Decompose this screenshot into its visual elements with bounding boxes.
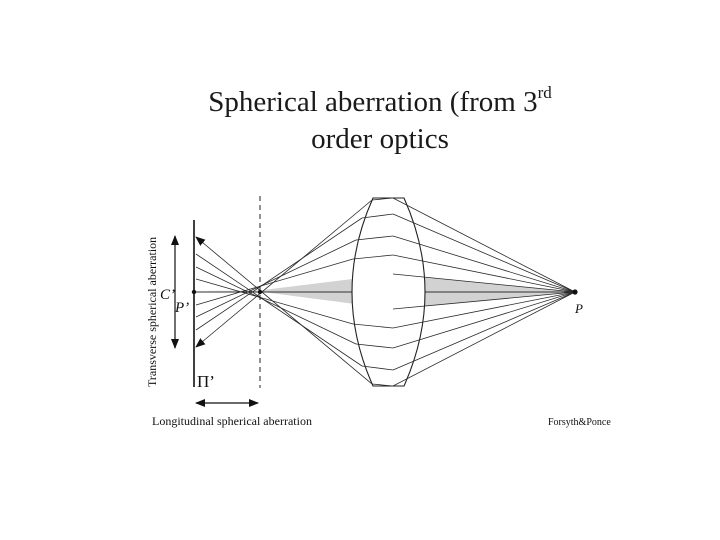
slide-title: Spherical aberration (from 3rd order opt… <box>160 84 600 158</box>
transverse-aberration-label: Transverse spherical aberration <box>145 237 159 387</box>
image-point-c <box>191 289 197 295</box>
object-point-p <box>572 289 578 295</box>
longitudinal-aberration-label: Longitudinal spherical aberration <box>152 414 312 428</box>
refracted-rays-inside-lens <box>352 197 394 387</box>
title-line-2: order optics <box>311 123 449 155</box>
lens <box>351 197 426 387</box>
credit-label: Forsyth&Ponce <box>548 417 611 428</box>
point-p-label: P <box>574 301 583 316</box>
paraxial-image-point <box>257 289 263 295</box>
point-p-prime-label: P’ <box>174 300 189 316</box>
converging-rays <box>195 199 373 385</box>
plane-label: Π’ <box>197 372 215 391</box>
point-c-label: C’ <box>160 287 175 303</box>
title-text: Spherical aberration (from 3 <box>208 86 538 118</box>
title-superscript: rd <box>537 83 552 102</box>
incoming-rays <box>392 197 576 387</box>
title-line-1: Spherical aberration (from 3rd <box>160 84 600 121</box>
